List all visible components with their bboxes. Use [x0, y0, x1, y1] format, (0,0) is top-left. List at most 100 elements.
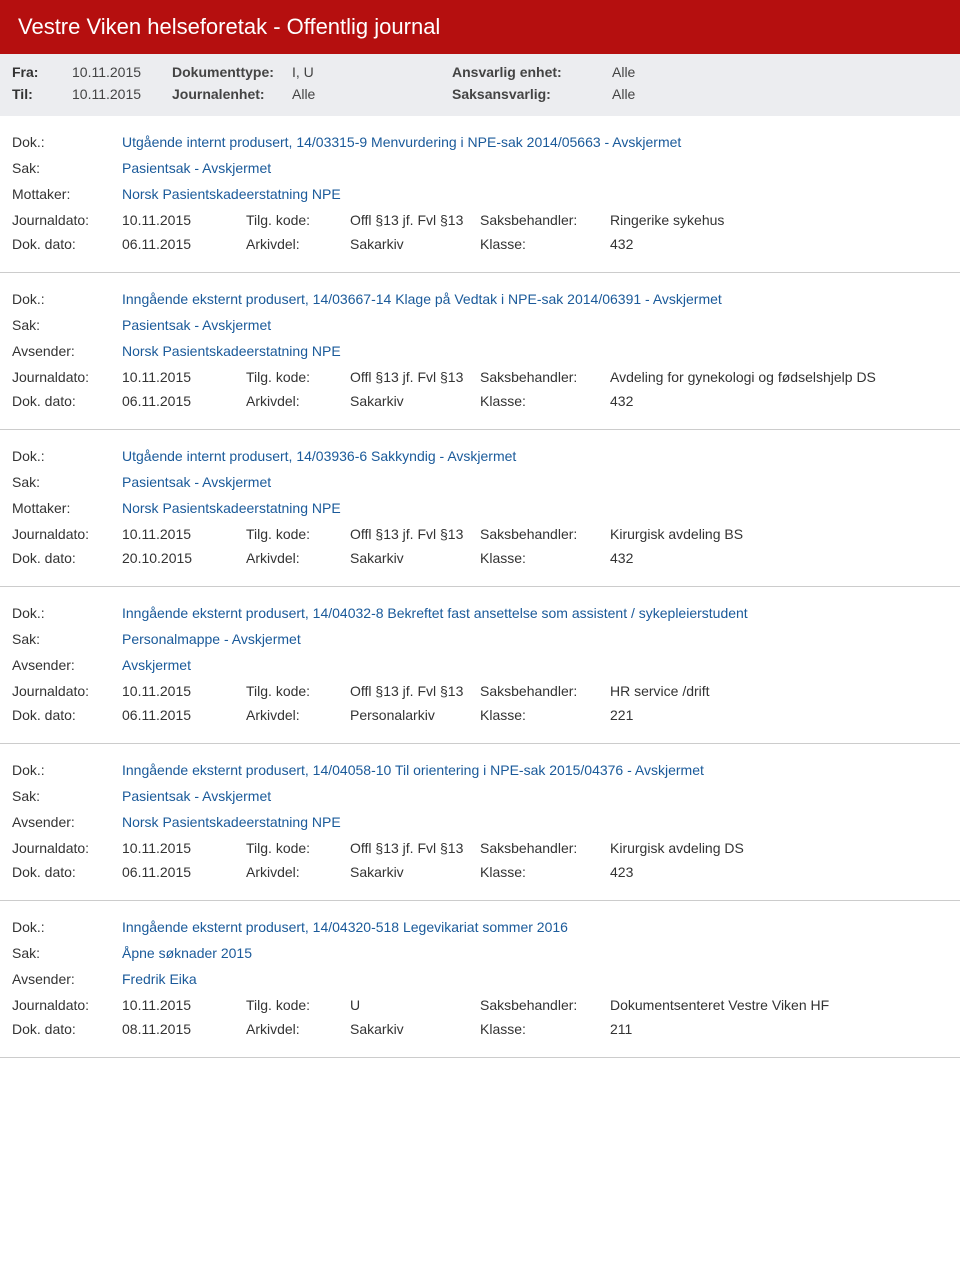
party-label: Mottaker: [12, 500, 122, 516]
journaldato-label: Journaldato: [12, 997, 122, 1013]
saksbehandler-value: Dokumentsenteret Vestre Viken HF [610, 997, 829, 1013]
dok-line: Dok.: Inngående eksternt produsert, 14/0… [12, 919, 948, 935]
dok-value[interactable]: Utgående internt produsert, 14/03315-9 M… [122, 134, 681, 150]
tilgkode-value: U [350, 997, 480, 1013]
sak-line: Sak: Pasientsak - Avskjermet [12, 160, 948, 176]
klasse-label: Klasse: [480, 707, 610, 723]
dok-line: Dok.: Inngående eksternt produsert, 14/0… [12, 291, 948, 307]
party-value: Norsk Pasientskadeerstatning NPE [122, 186, 341, 202]
sak-label: Sak: [12, 788, 122, 804]
tilgkode-label: Tilg. kode: [246, 997, 350, 1013]
klasse-label: Klasse: [480, 550, 610, 566]
tilgkode-label: Tilg. kode: [246, 840, 350, 856]
dok-value[interactable]: Inngående eksternt produsert, 14/04320-5… [122, 919, 568, 935]
journaldato-label: Journaldato: [12, 526, 122, 542]
saksbehandler-value: Kirurgisk avdeling DS [610, 840, 744, 856]
saksbehandler-value: Avdeling for gynekologi og fødselshjelp … [610, 369, 876, 385]
party-line: Avsender: Norsk Pasientskadeerstatning N… [12, 814, 948, 830]
meta-row-1: Journaldato: 10.11.2015 Tilg. kode: Offl… [12, 683, 948, 699]
records-container: Dok.: Utgående internt produsert, 14/033… [0, 116, 960, 1058]
tilgkode-value: Offl §13 jf. Fvl §13 [350, 212, 480, 228]
party-line: Mottaker: Norsk Pasientskadeerstatning N… [12, 500, 948, 516]
dok-value[interactable]: Inngående eksternt produsert, 14/04032-8… [122, 605, 748, 621]
dokdato-value: 06.11.2015 [122, 864, 246, 880]
party-label: Avsender: [12, 971, 122, 987]
fra-value: 10.11.2015 [72, 64, 172, 80]
til-label: Til: [12, 86, 72, 102]
tilgkode-value: Offl §13 jf. Fvl §13 [350, 840, 480, 856]
tilgkode-label: Tilg. kode: [246, 212, 350, 228]
party-label: Mottaker: [12, 186, 122, 202]
sak-label: Sak: [12, 317, 122, 333]
klasse-label: Klasse: [480, 236, 610, 252]
sak-value[interactable]: Pasientsak - Avskjermet [122, 474, 271, 490]
doktype-label: Dokumenttype: [172, 64, 292, 80]
sak-line: Sak: Pasientsak - Avskjermet [12, 788, 948, 804]
meta-row-1: Journaldato: 10.11.2015 Tilg. kode: U Sa… [12, 997, 948, 1013]
meta-row-2: Dok. dato: 08.11.2015 Arkivdel: Sakarkiv… [12, 1021, 948, 1037]
klasse-label: Klasse: [480, 864, 610, 880]
klasse-label: Klasse: [480, 393, 610, 409]
dokdato-label: Dok. dato: [12, 1021, 122, 1037]
journalenhet-value: Alle [292, 86, 452, 102]
saksbehandler-label: Saksbehandler: [480, 840, 610, 856]
meta-row-1: Journaldato: 10.11.2015 Tilg. kode: Offl… [12, 840, 948, 856]
dok-line: Dok.: Inngående eksternt produsert, 14/0… [12, 605, 948, 621]
meta-row-2: Dok. dato: 06.11.2015 Arkivdel: Sakarkiv… [12, 864, 948, 880]
page-title: Vestre Viken helseforetak - Offentlig jo… [18, 14, 440, 39]
journaldato-label: Journaldato: [12, 212, 122, 228]
saksbehandler-value: HR service /drift [610, 683, 710, 699]
arkivdel-label: Arkivdel: [246, 864, 350, 880]
sak-value[interactable]: Pasientsak - Avskjermet [122, 788, 271, 804]
filter-row-2: Til: 10.11.2015 Journalenhet: Alle Saksa… [12, 86, 948, 102]
saksbehandler-label: Saksbehandler: [480, 212, 610, 228]
party-line: Avsender: Avskjermet [12, 657, 948, 673]
tilgkode-value: Offl §13 jf. Fvl §13 [350, 369, 480, 385]
dokdato-value: 06.11.2015 [122, 236, 246, 252]
klasse-value: 423 [610, 864, 633, 880]
arkivdel-value: Personalarkiv [350, 707, 480, 723]
klasse-value: 432 [610, 550, 633, 566]
dok-value[interactable]: Inngående eksternt produsert, 14/03667-1… [122, 291, 722, 307]
sak-label: Sak: [12, 631, 122, 647]
tilgkode-value: Offl §13 jf. Fvl §13 [350, 526, 480, 542]
dok-value[interactable]: Inngående eksternt produsert, 14/04058-1… [122, 762, 704, 778]
arkivdel-value: Sakarkiv [350, 864, 480, 880]
party-value: Norsk Pasientskadeerstatning NPE [122, 814, 341, 830]
party-value: Fredrik Eika [122, 971, 197, 987]
arkivdel-label: Arkivdel: [246, 393, 350, 409]
meta-row-2: Dok. dato: 06.11.2015 Arkivdel: Sakarkiv… [12, 236, 948, 252]
journal-record: Dok.: Utgående internt produsert, 14/039… [0, 430, 960, 587]
journaldato-value: 10.11.2015 [122, 683, 246, 699]
sak-value[interactable]: Pasientsak - Avskjermet [122, 317, 271, 333]
dok-label: Dok.: [12, 291, 122, 307]
meta-row-1: Journaldato: 10.11.2015 Tilg. kode: Offl… [12, 212, 948, 228]
tilgkode-label: Tilg. kode: [246, 526, 350, 542]
party-value: Avskjermet [122, 657, 191, 673]
journaldato-label: Journaldato: [12, 369, 122, 385]
dokdato-label: Dok. dato: [12, 393, 122, 409]
dokdato-value: 20.10.2015 [122, 550, 246, 566]
dokdato-value: 06.11.2015 [122, 707, 246, 723]
arkivdel-label: Arkivdel: [246, 236, 350, 252]
sak-value[interactable]: Personalmappe - Avskjermet [122, 631, 301, 647]
dokdato-value: 06.11.2015 [122, 393, 246, 409]
party-line: Avsender: Norsk Pasientskadeerstatning N… [12, 343, 948, 359]
dokdato-label: Dok. dato: [12, 864, 122, 880]
dok-label: Dok.: [12, 134, 122, 150]
klasse-value: 221 [610, 707, 633, 723]
sak-value[interactable]: Åpne søknader 2015 [122, 945, 252, 961]
saksbehandler-value: Kirurgisk avdeling BS [610, 526, 743, 542]
meta-row-1: Journaldato: 10.11.2015 Tilg. kode: Offl… [12, 526, 948, 542]
arkivdel-value: Sakarkiv [350, 550, 480, 566]
dok-value[interactable]: Utgående internt produsert, 14/03936-6 S… [122, 448, 516, 464]
journal-record: Dok.: Inngående eksternt produsert, 14/0… [0, 901, 960, 1058]
dok-line: Dok.: Utgående internt produsert, 14/039… [12, 448, 948, 464]
saksansvarlig-value: Alle [612, 86, 635, 102]
dokdato-label: Dok. dato: [12, 707, 122, 723]
dokdato-label: Dok. dato: [12, 236, 122, 252]
sak-line: Sak: Åpne søknader 2015 [12, 945, 948, 961]
sak-value[interactable]: Pasientsak - Avskjermet [122, 160, 271, 176]
til-value: 10.11.2015 [72, 86, 172, 102]
tilgkode-label: Tilg. kode: [246, 683, 350, 699]
